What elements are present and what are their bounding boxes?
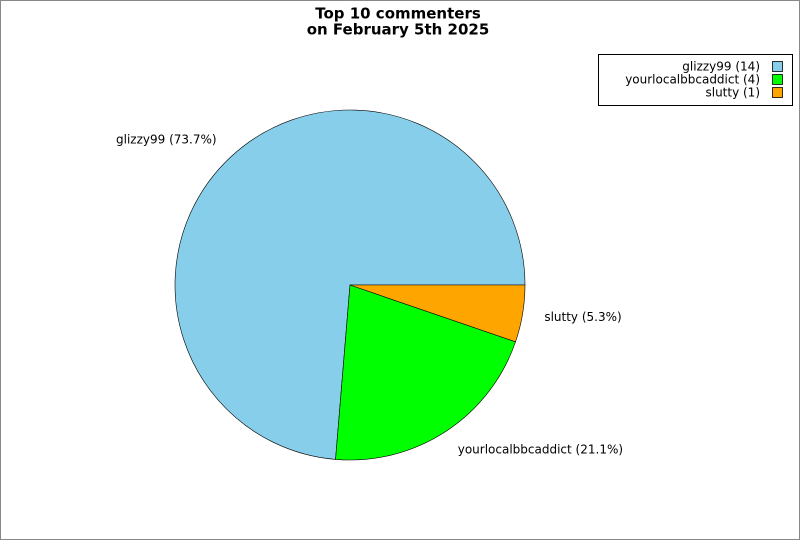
chart-title: on February 5th 2025 — [307, 21, 490, 39]
slice-label: slutty (5.3%) — [544, 310, 621, 324]
pie-slice — [349, 284, 526, 343]
legend-box — [598, 54, 793, 106]
legend-label: slutty (1) — [705, 86, 760, 100]
chart-title: Top 10 commenters — [315, 5, 481, 23]
legend-label: glizzy99 (14) — [682, 60, 760, 74]
legend-swatch — [772, 74, 783, 85]
pie-slice — [335, 284, 516, 461]
slice-label: glizzy99 (73.7%) — [116, 133, 217, 147]
slice-label: yourlocalbbcaddict (21.1%) — [458, 442, 623, 456]
legend-swatch — [772, 61, 783, 72]
legend-label: yourlocalbbcaddict (4) — [625, 73, 760, 87]
legend-swatch — [772, 87, 783, 98]
